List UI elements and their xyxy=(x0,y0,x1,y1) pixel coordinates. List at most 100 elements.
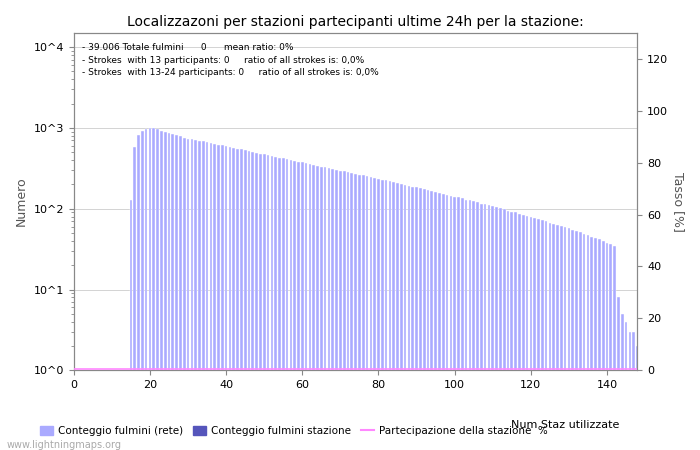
Bar xyxy=(480,203,483,450)
Bar xyxy=(286,159,288,450)
Bar xyxy=(148,128,151,450)
Bar xyxy=(343,171,346,450)
Bar xyxy=(312,165,315,450)
Bar xyxy=(304,163,307,450)
Bar xyxy=(278,158,281,450)
Bar xyxy=(590,237,593,450)
Bar xyxy=(229,147,231,450)
Bar xyxy=(632,332,635,450)
Bar xyxy=(259,153,262,450)
Bar xyxy=(461,198,463,450)
Bar xyxy=(507,211,510,450)
Bar xyxy=(560,226,563,450)
Bar xyxy=(301,162,304,450)
Bar xyxy=(168,133,170,450)
Bar xyxy=(602,241,605,450)
Bar xyxy=(385,180,387,450)
Bar xyxy=(636,346,639,450)
Bar xyxy=(503,209,505,450)
Bar xyxy=(396,183,399,450)
Bar xyxy=(362,176,365,450)
Bar xyxy=(263,154,265,450)
Bar xyxy=(484,204,486,450)
Bar xyxy=(244,150,246,450)
Bar xyxy=(335,170,338,450)
Bar xyxy=(644,370,646,450)
Y-axis label: Numero: Numero xyxy=(15,177,28,226)
Text: - 39.006 Totale fulmini      0      mean ratio: 0%
- Strokes  with 13 participan: - 39.006 Totale fulmini 0 mean ratio: 0%… xyxy=(82,43,379,77)
Bar xyxy=(214,144,216,450)
Bar xyxy=(610,243,612,450)
Bar xyxy=(621,314,624,450)
Bar xyxy=(423,189,426,450)
Bar xyxy=(298,162,300,450)
Bar xyxy=(613,246,616,450)
Bar xyxy=(377,179,380,450)
Bar xyxy=(160,131,162,450)
Bar xyxy=(545,221,547,450)
Bar xyxy=(381,180,384,450)
Bar xyxy=(209,143,212,450)
Bar xyxy=(270,156,273,450)
Bar xyxy=(549,223,551,450)
Bar xyxy=(617,297,620,450)
Bar xyxy=(198,141,201,450)
Bar xyxy=(514,212,517,450)
Title: Localizzazoni per stazioni partecipanti ultime 24h per la stazione:: Localizzazoni per stazioni partecipanti … xyxy=(127,15,584,29)
Bar xyxy=(206,142,209,450)
Bar xyxy=(248,151,251,450)
Bar xyxy=(389,181,391,450)
Bar xyxy=(236,148,239,450)
Bar xyxy=(438,193,441,450)
Bar xyxy=(309,164,312,450)
Bar xyxy=(624,322,627,450)
Bar xyxy=(354,174,357,450)
Bar xyxy=(552,224,555,450)
Bar xyxy=(130,199,132,450)
Bar xyxy=(465,199,468,450)
Bar xyxy=(225,146,228,450)
Bar xyxy=(240,149,243,450)
Bar xyxy=(556,225,559,450)
Bar xyxy=(217,145,220,450)
Bar xyxy=(179,136,182,450)
Bar xyxy=(510,212,513,450)
Bar xyxy=(476,202,479,450)
Bar xyxy=(541,220,544,450)
Bar xyxy=(407,186,410,450)
Bar xyxy=(454,197,456,450)
Bar xyxy=(290,160,292,450)
Bar xyxy=(518,214,521,450)
Bar xyxy=(316,166,319,450)
Bar xyxy=(473,202,475,450)
Bar xyxy=(267,155,270,450)
Text: Num Staz utilizzate: Num Staz utilizzate xyxy=(511,420,620,430)
Bar xyxy=(526,216,528,450)
Bar xyxy=(156,130,159,450)
Bar xyxy=(419,188,421,450)
Bar xyxy=(274,157,277,450)
Bar xyxy=(415,187,418,450)
Bar xyxy=(427,190,429,450)
Bar xyxy=(293,161,296,450)
Bar xyxy=(533,218,536,450)
Bar xyxy=(365,176,368,450)
Bar xyxy=(134,147,136,450)
Bar xyxy=(629,332,631,450)
Bar xyxy=(598,239,601,450)
Bar xyxy=(571,230,574,450)
Bar xyxy=(320,166,323,450)
Bar xyxy=(145,129,148,450)
Bar xyxy=(594,238,597,450)
Bar xyxy=(583,234,585,450)
Bar xyxy=(579,232,582,450)
Bar xyxy=(195,140,197,450)
Bar xyxy=(328,168,330,450)
Bar xyxy=(190,139,193,450)
Bar xyxy=(430,191,433,450)
Bar xyxy=(587,235,589,450)
Bar xyxy=(640,346,643,450)
Bar xyxy=(449,196,452,450)
Bar xyxy=(339,171,342,450)
Bar xyxy=(529,217,532,450)
